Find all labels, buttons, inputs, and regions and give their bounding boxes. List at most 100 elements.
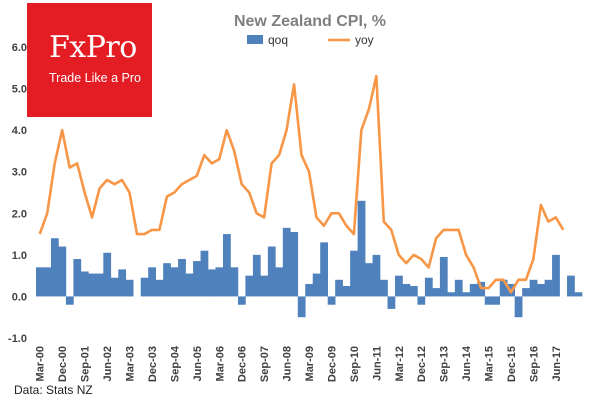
y-tick-label: 1.0 bbox=[12, 250, 27, 262]
qoq-bar bbox=[514, 296, 523, 318]
qoq-bar bbox=[237, 296, 246, 305]
y-tick-label: -1.0 bbox=[8, 333, 27, 345]
y-axis: -1.0 0.0 1.0 2.0 3.0 4.0 5.0 6.0 bbox=[8, 42, 27, 345]
x-tick-label: Dec-15 bbox=[506, 346, 518, 382]
qoq-bar bbox=[200, 250, 209, 297]
qoq-bar bbox=[432, 288, 441, 297]
qoq-bar bbox=[178, 259, 186, 297]
qoq-bar bbox=[320, 242, 328, 297]
qoq-bar bbox=[155, 279, 164, 297]
qoq-bar bbox=[103, 252, 112, 297]
qoq-bar bbox=[245, 275, 254, 297]
legend-swatch-qoq bbox=[247, 35, 263, 44]
y-tick-label: 5.0 bbox=[12, 84, 27, 96]
logo-tagline: Trade Like a Pro bbox=[49, 71, 141, 85]
qoq-bar bbox=[275, 267, 284, 297]
x-tick-label: Mar-15 bbox=[484, 346, 496, 381]
qoq-bar bbox=[148, 267, 156, 297]
qoq-bars bbox=[36, 200, 583, 318]
logo-brand: FxPro bbox=[49, 30, 137, 65]
x-tick-label: Sep-13 bbox=[439, 346, 451, 382]
x-tick-label: Jun-17 bbox=[551, 346, 563, 381]
qoq-bar bbox=[342, 286, 351, 297]
x-tick-label: Mar-00 bbox=[35, 346, 47, 381]
y-tick-label: 0.0 bbox=[12, 291, 27, 303]
qoq-bar bbox=[350, 250, 358, 297]
qoq-bar bbox=[185, 273, 194, 297]
fxpro-logo: FxPro Trade Like a Pro bbox=[27, 3, 152, 117]
x-tick-label: Jun-08 bbox=[282, 346, 294, 381]
qoq-bar bbox=[43, 267, 52, 297]
x-tick-label: Sep-01 bbox=[80, 346, 92, 382]
y-tick-label: 4.0 bbox=[12, 125, 27, 137]
qoq-bar bbox=[125, 279, 134, 297]
x-tick-label: Sep-04 bbox=[169, 345, 181, 382]
qoq-bar bbox=[88, 273, 97, 297]
qoq-bar bbox=[372, 254, 381, 297]
y-tick-label: 2.0 bbox=[12, 208, 27, 220]
qoq-bar bbox=[110, 277, 119, 297]
x-tick-label: Mar-09 bbox=[304, 346, 316, 381]
x-tick-label: Mar-06 bbox=[214, 346, 226, 381]
qoq-bar bbox=[439, 256, 448, 297]
x-tick-label: Sep-16 bbox=[528, 346, 540, 382]
qoq-bar bbox=[297, 296, 306, 318]
qoq-bar bbox=[567, 275, 575, 297]
x-tick-label: Dec-12 bbox=[416, 346, 428, 382]
yoy-line bbox=[38, 74, 565, 294]
qoq-bar bbox=[50, 238, 59, 297]
qoq-bar bbox=[424, 277, 433, 297]
qoq-bar bbox=[447, 292, 456, 297]
qoq-bar bbox=[365, 263, 373, 297]
qoq-bar bbox=[208, 269, 216, 297]
qoq-bar bbox=[140, 277, 149, 297]
qoq-bar bbox=[327, 296, 336, 305]
qoq-bar bbox=[454, 279, 463, 297]
qoq-bar bbox=[305, 283, 314, 297]
x-tick-label: Jun-14 bbox=[461, 345, 473, 381]
qoq-bar bbox=[95, 273, 104, 297]
qoq-bar bbox=[357, 200, 366, 297]
x-axis: Mar-00 Dec-00 Sep-01 Jun-02 Mar-03 Dec-03 Sep-… bbox=[35, 345, 563, 382]
qoq-bar bbox=[252, 254, 261, 297]
qoq-bar bbox=[529, 279, 538, 297]
qoq-bar bbox=[193, 261, 201, 297]
qoq-bar bbox=[215, 267, 224, 297]
x-tick-label: Dec-00 bbox=[57, 346, 69, 382]
qoq-bar bbox=[163, 263, 171, 297]
x-tick-label: Jun-05 bbox=[192, 346, 204, 381]
qoq-bar bbox=[380, 279, 388, 297]
qoq-bar bbox=[522, 288, 530, 297]
x-tick-label: Jun-11 bbox=[371, 346, 383, 381]
qoq-bar bbox=[282, 227, 291, 297]
qoq-bar bbox=[170, 267, 179, 297]
x-tick-label: Mar-12 bbox=[394, 346, 406, 381]
qoq-bar bbox=[417, 296, 426, 305]
qoq-bar bbox=[230, 267, 239, 297]
legend-label-qoq: qoq bbox=[268, 33, 288, 47]
legend-label-yoy: yoy bbox=[355, 33, 374, 47]
qoq-bar bbox=[492, 296, 501, 305]
x-tick-label: Dec-09 bbox=[326, 346, 338, 382]
qoq-bar bbox=[36, 267, 44, 297]
y-tick-label: 6.0 bbox=[12, 42, 27, 54]
source-note: Data: Stats NZ bbox=[14, 383, 93, 397]
y-tick-label: 3.0 bbox=[12, 167, 27, 179]
qoq-bar bbox=[222, 234, 231, 297]
qoq-bar bbox=[267, 246, 276, 297]
x-tick-label: Jun-02 bbox=[102, 346, 114, 381]
x-tick-label: Sep-07 bbox=[259, 346, 271, 382]
qoq-bar bbox=[80, 271, 89, 297]
x-tick-label: Sep-10 bbox=[349, 346, 361, 382]
qoq-bar bbox=[58, 246, 67, 297]
qoq-bar bbox=[387, 296, 396, 309]
qoq-bar bbox=[462, 292, 471, 297]
qoq-bar bbox=[544, 279, 553, 297]
qoq-bar bbox=[552, 254, 560, 297]
qoq-bar bbox=[65, 296, 74, 305]
qoq-bar bbox=[395, 275, 403, 297]
qoq-bar bbox=[312, 273, 321, 297]
qoq-bar bbox=[118, 269, 127, 297]
qoq-bar bbox=[73, 259, 82, 297]
